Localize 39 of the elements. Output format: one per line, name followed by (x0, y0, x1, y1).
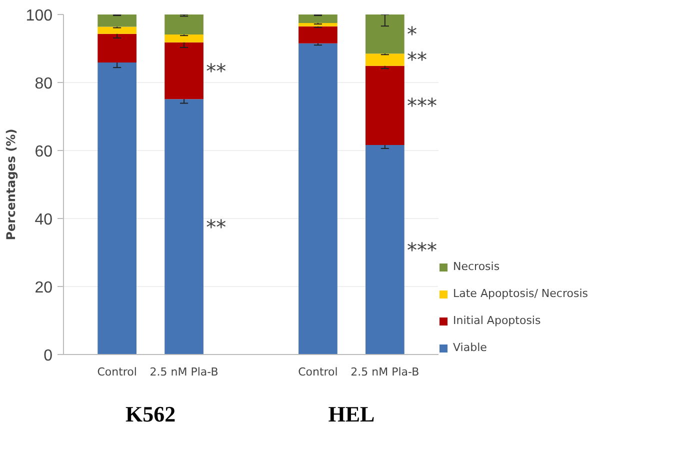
bar (98, 62, 136, 354)
bar (164, 42, 204, 100)
bar (366, 14, 404, 54)
x-tick-label: Control (97, 366, 137, 378)
bar (366, 66, 404, 146)
y-tick-label: 0 (44, 348, 53, 364)
legend-label: Necrosis (453, 260, 500, 273)
legend-label: Viable (453, 341, 487, 354)
legend-label: Initial Apoptosis (453, 314, 541, 327)
data-label: ** (206, 214, 226, 239)
bar (164, 14, 204, 35)
bar (98, 34, 136, 62)
data-label: *** (407, 238, 438, 262)
y-axis-title: Percentages (%) (4, 128, 18, 240)
text: HEL (328, 402, 375, 426)
text: K562 (125, 402, 176, 426)
bar (164, 34, 204, 42)
x-tick-label: 2.5 nM Pla-B (150, 366, 218, 378)
bar (98, 26, 136, 34)
bar (298, 43, 338, 354)
y-tick-label: 60 (34, 144, 53, 160)
y-tick-label: 40 (34, 212, 53, 228)
bar (164, 99, 204, 354)
data-label: ** (407, 48, 428, 72)
bar (366, 145, 404, 354)
legend-label: Late Apoptosis/ Necrosis (453, 287, 588, 300)
x-tick-label: Control (298, 366, 338, 378)
y-tick-label: 100 (26, 8, 53, 24)
x-tick-label: 2.5 nM Pla-B (350, 366, 420, 378)
bar (366, 54, 404, 66)
data-label: * (407, 22, 418, 46)
bar (298, 26, 338, 44)
data-label: *** (407, 93, 438, 118)
bar (298, 23, 338, 26)
y-tick-label: 20 (34, 280, 53, 296)
data-label: ** (206, 58, 226, 83)
y-tick-label: 80 (34, 76, 53, 92)
bar (298, 14, 338, 23)
bar (98, 14, 136, 27)
